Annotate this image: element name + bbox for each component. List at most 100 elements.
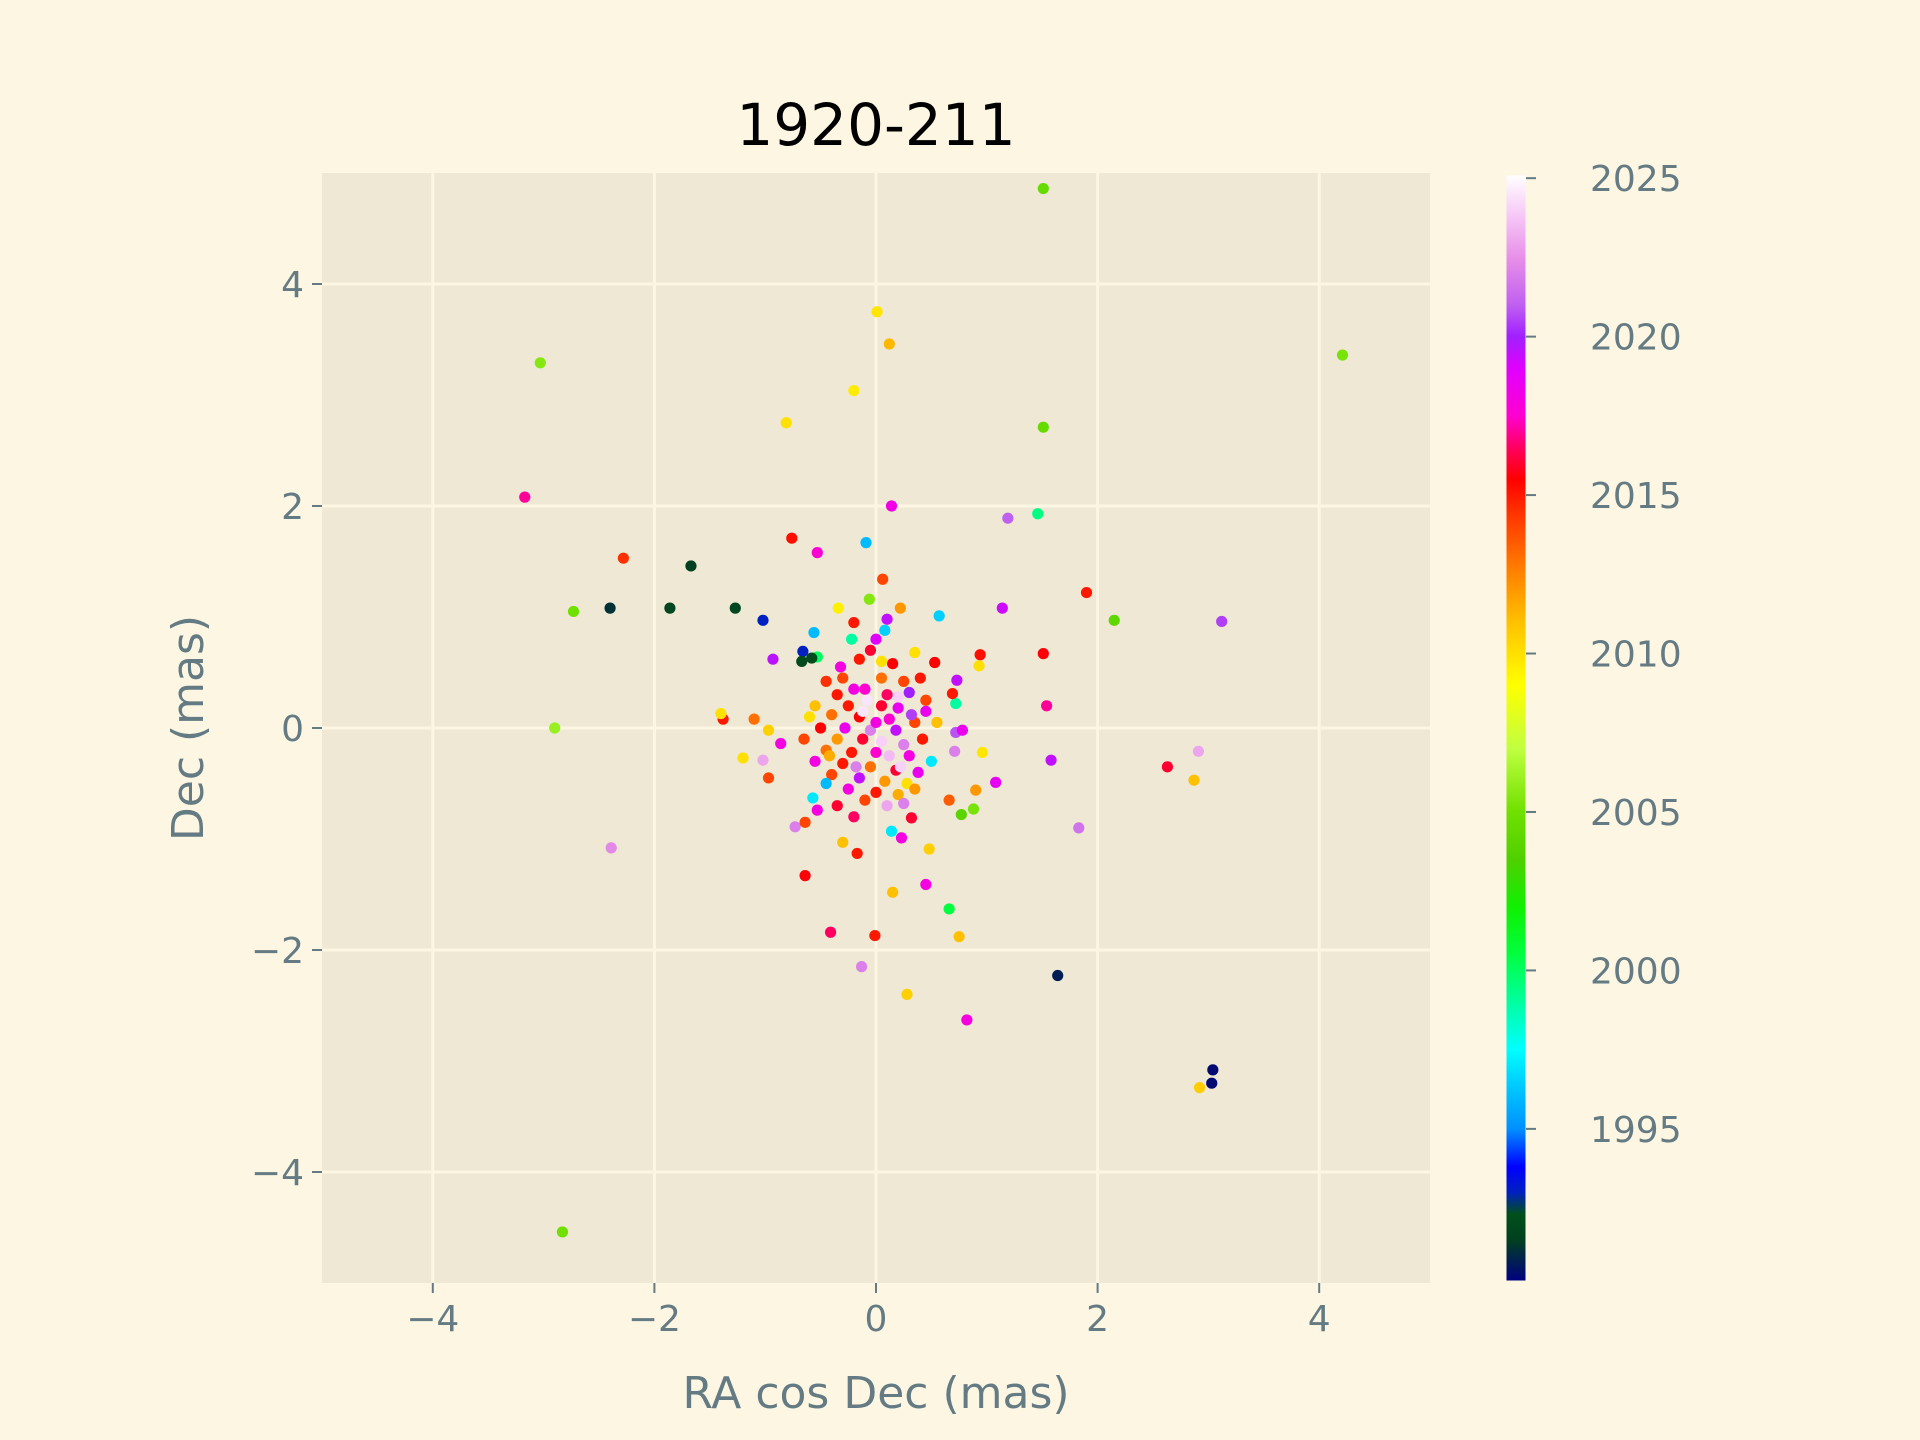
data-point	[875, 655, 888, 668]
data-point	[556, 1226, 569, 1238]
data-point	[1080, 586, 1093, 599]
data-point	[901, 777, 913, 790]
data-point	[748, 713, 760, 725]
data-point	[799, 870, 811, 882]
data-point	[1037, 648, 1049, 660]
colorbar-tick-label: 2000	[1590, 951, 1682, 992]
data-point	[892, 702, 904, 714]
colorbar-tick-label: 1995	[1590, 1110, 1682, 1151]
data-point	[848, 384, 860, 397]
points	[519, 182, 1349, 1238]
data-point	[820, 777, 832, 790]
data-point	[909, 646, 921, 659]
data-point	[955, 808, 967, 821]
data-point	[846, 633, 858, 645]
data-point	[762, 724, 775, 736]
data-point	[931, 716, 943, 729]
data-point	[837, 836, 849, 848]
data-point	[842, 700, 854, 712]
y-tick-label: −2	[251, 931, 304, 972]
data-point	[912, 766, 924, 779]
y-axis: −4 −2 0 2 4	[251, 265, 322, 1194]
data-point	[851, 847, 863, 860]
data-point	[715, 707, 727, 720]
data-point	[1037, 421, 1049, 433]
data-point	[1206, 1077, 1218, 1089]
data-point	[604, 602, 616, 614]
x-tick-label: −4	[406, 1299, 459, 1340]
data-point	[883, 713, 895, 725]
data-point	[780, 417, 792, 429]
data-point	[797, 645, 809, 658]
data-point	[870, 746, 882, 759]
data-point	[848, 811, 860, 823]
data-point	[803, 711, 816, 723]
colorbar	[1505, 174, 1527, 1282]
data-point	[808, 626, 820, 639]
data-point	[767, 653, 779, 665]
data-point	[894, 602, 906, 614]
data-point	[890, 724, 902, 736]
data-point	[894, 761, 906, 773]
data-point	[757, 614, 769, 626]
data-point	[857, 705, 869, 717]
data-point	[923, 843, 935, 855]
data-point	[832, 602, 844, 614]
data-point	[883, 750, 895, 762]
data-point	[956, 724, 969, 736]
data-point	[786, 532, 798, 544]
x-axis: −4 −2 0 2 4	[406, 1283, 1331, 1340]
data-point	[1207, 1064, 1219, 1076]
data-point	[929, 656, 941, 669]
data-point	[837, 757, 849, 770]
data-point	[824, 926, 837, 938]
data-point	[967, 803, 980, 815]
data-point	[1336, 349, 1349, 361]
data-point	[864, 644, 877, 656]
data-point	[807, 792, 819, 804]
data-point	[1032, 508, 1044, 520]
data-point	[1161, 761, 1174, 773]
data-point	[881, 800, 893, 812]
data-point	[549, 722, 561, 734]
data-point	[617, 552, 629, 564]
data-point	[916, 733, 929, 745]
data-point	[943, 903, 955, 915]
data-point	[875, 735, 888, 747]
x-tick-label: 0	[865, 1299, 888, 1340]
data-point	[898, 675, 910, 687]
data-point	[901, 988, 913, 1001]
data-point	[809, 755, 821, 767]
y-tick-label: 0	[281, 709, 304, 750]
data-point	[974, 649, 986, 661]
data-point	[809, 700, 821, 712]
data-point	[887, 886, 899, 898]
data-point	[863, 593, 875, 605]
data-point	[846, 746, 858, 759]
data-point	[951, 674, 963, 686]
data-point	[1037, 182, 1049, 195]
data-point	[1188, 774, 1200, 786]
data-point	[920, 878, 932, 891]
x-tick-label: −2	[628, 1299, 681, 1340]
data-point	[925, 755, 938, 767]
data-point	[871, 306, 883, 318]
data-point	[870, 716, 882, 729]
data-point	[1193, 1082, 1206, 1094]
data-point	[892, 691, 904, 703]
data-point	[737, 752, 749, 764]
data-point	[885, 825, 898, 837]
data-point	[826, 709, 838, 721]
data-point	[920, 705, 932, 717]
data-point	[864, 761, 877, 773]
data-point	[848, 616, 860, 629]
data-point	[853, 772, 865, 784]
data-point	[905, 812, 918, 824]
data-point	[826, 769, 838, 781]
data-point	[798, 733, 810, 745]
data-point	[831, 733, 843, 745]
data-point	[909, 783, 921, 795]
data-point	[1073, 822, 1085, 834]
data-point	[775, 737, 787, 750]
